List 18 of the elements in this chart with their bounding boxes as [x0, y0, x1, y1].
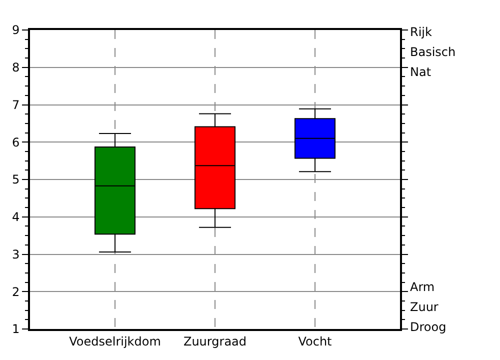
y-tick-label: 5 [12, 172, 20, 187]
text: Basisch [410, 45, 456, 59]
text: Zuur [410, 300, 438, 314]
y-tick-label: 7 [12, 98, 20, 112]
text: Nat [410, 65, 432, 79]
x-tick-label: Voedselrijkdom [69, 334, 161, 348]
y-tick-label: 9 [12, 23, 20, 38]
x-tick-label: Zuurgraad [183, 334, 247, 348]
y-tick-label: 1 [12, 322, 20, 336]
text: Arm [410, 280, 435, 294]
y-tick-label: 3 [12, 247, 20, 262]
text: Rijk [410, 25, 432, 39]
y-tick-label: 4 [12, 210, 20, 224]
y-tick-label: 8 [12, 60, 20, 75]
y-tick-label: 6 [12, 135, 20, 150]
x-tick-label: Vocht [298, 334, 332, 348]
text: Droog [410, 320, 446, 334]
y-tick-label: 2 [12, 284, 20, 299]
